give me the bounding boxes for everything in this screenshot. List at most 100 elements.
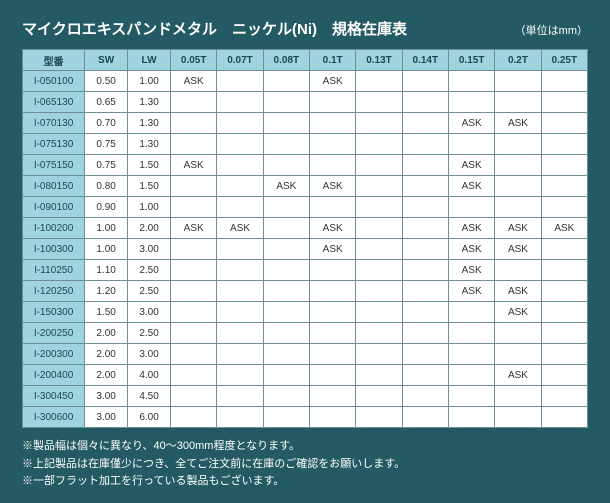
spec-table: 型番SWLW0.05T0.07T0.08T0.1T0.13T0.14T0.15T… xyxy=(22,49,588,428)
thickness-cell xyxy=(310,113,356,134)
thickness-cell: ASK xyxy=(495,365,541,386)
table-row: I-0501000.501.00ASKASK xyxy=(23,71,588,92)
thickness-cell xyxy=(495,134,541,155)
notes: ※製品幅は個々に異なり、40～300mm程度となります。※上記製品は在庫僅少につ… xyxy=(22,438,588,491)
thickness-cell xyxy=(263,302,309,323)
thickness-cell xyxy=(541,386,587,407)
thickness-cell xyxy=(171,134,217,155)
lw-cell: 1.00 xyxy=(128,71,171,92)
thickness-cell xyxy=(263,281,309,302)
model-cell: I-300600 xyxy=(23,407,85,428)
table-row: I-0901000.901.00 xyxy=(23,197,588,218)
thickness-cell xyxy=(310,155,356,176)
thickness-cell: ASK xyxy=(310,176,356,197)
lw-cell: 1.30 xyxy=(128,92,171,113)
sw-cell: 3.00 xyxy=(85,407,128,428)
model-cell: I-200250 xyxy=(23,323,85,344)
thickness-cell xyxy=(263,407,309,428)
thickness-cell xyxy=(217,134,263,155)
thickness-cell xyxy=(217,155,263,176)
thickness-cell: ASK xyxy=(495,218,541,239)
thickness-cell: ASK xyxy=(171,218,217,239)
thickness-cell: ASK xyxy=(448,260,494,281)
thickness-cell xyxy=(263,197,309,218)
thickness-cell: ASK xyxy=(448,218,494,239)
sw-cell: 3.00 xyxy=(85,386,128,407)
thickness-cell xyxy=(263,323,309,344)
thickness-cell: ASK xyxy=(495,113,541,134)
thickness-cell: ASK xyxy=(448,155,494,176)
thickness-cell xyxy=(310,134,356,155)
lw-cell: 2.50 xyxy=(128,260,171,281)
thickness-cell xyxy=(356,113,402,134)
model-cell: I-110250 xyxy=(23,260,85,281)
thickness-cell xyxy=(402,344,448,365)
thickness-cell xyxy=(171,365,217,386)
model-cell: I-050100 xyxy=(23,71,85,92)
thickness-cell xyxy=(217,407,263,428)
thickness-cell xyxy=(495,176,541,197)
thickness-cell: ASK xyxy=(217,218,263,239)
lw-cell: 3.00 xyxy=(128,239,171,260)
thickness-cell xyxy=(217,239,263,260)
thickness-cell xyxy=(402,176,448,197)
lw-cell: 1.00 xyxy=(128,197,171,218)
thickness-cell xyxy=(217,176,263,197)
thickness-cell xyxy=(263,260,309,281)
table-row: I-0651300.651.30 xyxy=(23,92,588,113)
thickness-cell xyxy=(448,386,494,407)
thickness-cell xyxy=(541,113,587,134)
thickness-cell: ASK xyxy=(310,218,356,239)
model-cell: I-150300 xyxy=(23,302,85,323)
thickness-cell xyxy=(356,260,402,281)
thickness-cell xyxy=(217,281,263,302)
thickness-cell xyxy=(171,407,217,428)
thickness-cell: ASK xyxy=(263,176,309,197)
thickness-cell xyxy=(402,260,448,281)
model-cell: I-070130 xyxy=(23,113,85,134)
model-cell: I-080150 xyxy=(23,176,85,197)
thickness-cell xyxy=(402,239,448,260)
thickness-cell xyxy=(541,197,587,218)
column-header: SW xyxy=(85,50,128,71)
thickness-cell xyxy=(263,365,309,386)
thickness-cell xyxy=(263,113,309,134)
thickness-cell: ASK xyxy=(495,302,541,323)
thickness-cell xyxy=(356,134,402,155)
thickness-cell xyxy=(541,323,587,344)
column-header: 型番 xyxy=(23,50,85,71)
thickness-cell xyxy=(356,344,402,365)
thickness-cell xyxy=(356,281,402,302)
thickness-cell xyxy=(448,302,494,323)
thickness-cell xyxy=(495,344,541,365)
model-cell: I-300450 xyxy=(23,386,85,407)
lw-cell: 1.50 xyxy=(128,155,171,176)
lw-cell: 4.50 xyxy=(128,386,171,407)
sw-cell: 0.50 xyxy=(85,71,128,92)
sw-cell: 0.75 xyxy=(85,155,128,176)
thickness-cell xyxy=(356,197,402,218)
sw-cell: 2.00 xyxy=(85,365,128,386)
lw-cell: 2.50 xyxy=(128,281,171,302)
thickness-cell xyxy=(171,302,217,323)
lw-cell: 6.00 xyxy=(128,407,171,428)
unit-label: （単位はmm） xyxy=(515,22,588,38)
sw-cell: 1.50 xyxy=(85,302,128,323)
thickness-cell xyxy=(171,113,217,134)
thickness-cell xyxy=(402,197,448,218)
thickness-cell xyxy=(448,323,494,344)
thickness-cell xyxy=(356,365,402,386)
sw-cell: 1.00 xyxy=(85,239,128,260)
model-cell: I-065130 xyxy=(23,92,85,113)
thickness-cell xyxy=(402,218,448,239)
thickness-cell xyxy=(263,386,309,407)
thickness-cell xyxy=(310,344,356,365)
page-title: マイクロエキスパンドメタル ニッケル(Ni) 規格在庫表 xyxy=(22,18,407,39)
thickness-cell xyxy=(495,197,541,218)
sw-cell: 0.90 xyxy=(85,197,128,218)
thickness-cell xyxy=(171,344,217,365)
thickness-cell xyxy=(171,386,217,407)
thickness-cell xyxy=(310,365,356,386)
thickness-cell xyxy=(541,344,587,365)
thickness-cell xyxy=(356,302,402,323)
